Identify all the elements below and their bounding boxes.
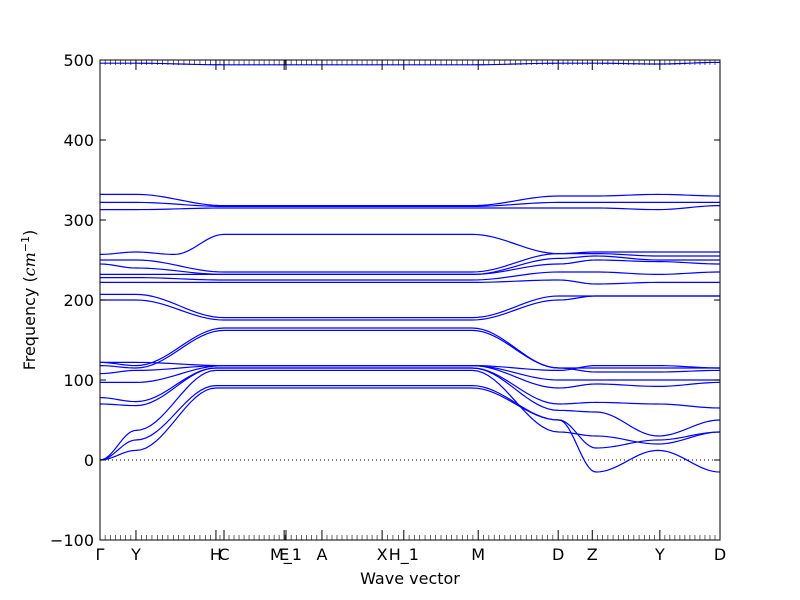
band-line-17 [100,253,720,273]
band-line-6 [100,365,721,389]
band-line-12 [100,293,720,319]
band-line-11 [100,295,720,321]
x-axis-label: Wave vector [360,569,460,588]
x-tick-label: H [210,545,222,564]
y-axis-label-suffix: ) [20,230,39,236]
band-line-2 [99,385,721,461]
band-line-3 [99,369,721,461]
band-line-8 [99,329,721,373]
x-tick-label: D [714,545,726,564]
y-tick-label: 500 [63,51,94,70]
x-tick-label: E [279,545,289,564]
x-tick-label: M_1 [270,545,302,565]
band-line-7 [99,365,720,381]
x-tick-label: X [377,545,388,564]
band-line-14 [100,271,721,281]
x-tick-label: H_1 [389,545,419,565]
band-line-5 [99,367,721,409]
x-tick-label: A [316,545,327,564]
x-tick-label: D [552,545,564,564]
y-tick-label: −100 [50,531,94,550]
band-line-9 [99,327,720,369]
y-axis-label-exponent: −1 [19,236,32,252]
band-line-16 [99,255,720,275]
band-line-4 [99,367,721,437]
y-axis-label: Frequency (cm−1) [19,230,39,371]
band-line-15 [100,259,721,275]
band-line-1 [99,387,721,473]
y-tick-label: 400 [63,131,94,150]
y-axis-label-prefix: Frequency ( [20,276,39,370]
band-line-19 [100,205,721,211]
x-tick-label: Γ [96,545,105,564]
y-tick-label: 100 [63,371,94,390]
y-axis-ticks: −100 0 100 200 300 400 500 [50,51,720,550]
band-line-10 [100,361,721,372]
x-tick-label: Y [654,545,665,564]
band-line-21 [100,193,721,207]
band-line-20 [100,201,720,207]
y-tick-label: 200 [63,291,94,310]
x-tick-label: Z [587,545,598,564]
band-line-18 [99,233,720,256]
x-axis-ticks: Γ Y HC EM_1 A X H_1 M D Z Y D [96,60,726,565]
x-tick-label: C [218,545,229,564]
band-line-13 [100,279,720,285]
band-line-22 [100,61,721,66]
x-minor-ticks [104,60,716,540]
y-tick-label: 300 [63,211,94,230]
y-axis-label-unit: cm [20,252,39,276]
x-tick-label: M [471,545,485,564]
band-series-group [99,61,721,473]
x-tick-label: Y [130,545,141,564]
y-tick-label: 0 [84,451,94,470]
plot-frame [99,59,721,541]
